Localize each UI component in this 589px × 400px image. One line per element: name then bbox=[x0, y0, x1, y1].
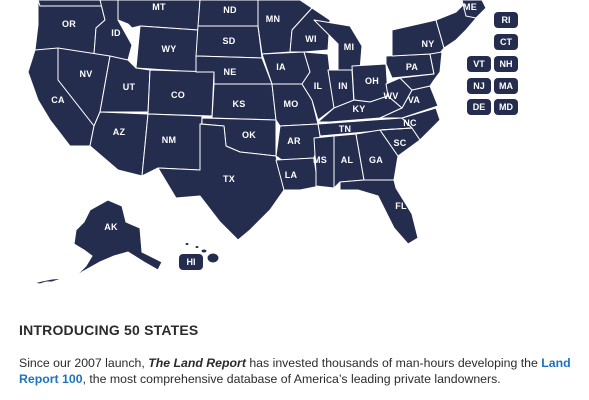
state-shape-wv[interactable] bbox=[385, 77, 413, 109]
state-shape-fl[interactable] bbox=[339, 179, 419, 245]
state-shape-ak[interactable] bbox=[73, 199, 163, 279]
state-shape-me[interactable] bbox=[461, 0, 487, 19]
state-label-nd[interactable]: ND bbox=[223, 5, 237, 15]
state-label-ar[interactable]: AR bbox=[287, 136, 301, 146]
state-label-sd[interactable]: SD bbox=[222, 36, 236, 46]
state-label-ms[interactable]: MS bbox=[313, 155, 327, 165]
state-label-ga[interactable]: GA bbox=[369, 155, 383, 165]
state-label-tx[interactable]: TX bbox=[223, 174, 235, 184]
state-label-ok[interactable]: OK bbox=[242, 130, 256, 140]
hawaii-island bbox=[200, 248, 208, 254]
state-label-or[interactable]: OR bbox=[62, 19, 76, 29]
state-label-wy[interactable]: WY bbox=[161, 44, 177, 54]
badge-hi[interactable]: HI bbox=[179, 254, 203, 270]
state-label-ny[interactable]: NY bbox=[421, 39, 435, 49]
state-label-pa[interactable]: PA bbox=[405, 62, 419, 72]
badge-ri[interactable]: RI bbox=[494, 12, 518, 28]
hawaii-island bbox=[184, 242, 190, 246]
badge-vt[interactable]: VT bbox=[467, 56, 491, 72]
state-label-nc[interactable]: NC bbox=[403, 118, 417, 128]
state-labels: ME MT ND OR MN ID WI WY SD MI NY NV NE I… bbox=[51, 2, 518, 270]
state-shape-ca[interactable] bbox=[27, 47, 95, 147]
state-label-fl[interactable]: FL bbox=[395, 201, 407, 211]
state-label-nm[interactable]: NM bbox=[161, 135, 177, 145]
state-shape-tx[interactable] bbox=[157, 123, 285, 241]
badge-ma[interactable]: MA bbox=[494, 78, 518, 94]
state-label-id[interactable]: ID bbox=[111, 28, 121, 38]
badge-ct[interactable]: CT bbox=[494, 34, 518, 50]
state-label-mn[interactable]: MN bbox=[265, 14, 281, 24]
publication-name: The Land Report bbox=[148, 356, 246, 370]
state-label-me[interactable]: ME bbox=[463, 2, 477, 12]
state-label-mo[interactable]: MO bbox=[283, 99, 299, 109]
state-shape-wi[interactable] bbox=[289, 7, 331, 53]
state-shape-mid-atlantic[interactable] bbox=[399, 51, 443, 91]
badge-de[interactable]: DE bbox=[467, 99, 491, 115]
state-label-ak[interactable]: AK bbox=[104, 222, 118, 232]
us-states-map: ME MT ND OR MN ID WI WY SD MI NY NV NE I… bbox=[27, 0, 518, 285]
state-label-tn[interactable]: TN bbox=[338, 124, 352, 134]
hawaii-island bbox=[206, 252, 220, 264]
state-label-sc[interactable]: SC bbox=[393, 138, 407, 148]
state-label-ut[interactable]: UT bbox=[122, 82, 136, 92]
badge-md[interactable]: MD bbox=[494, 99, 518, 115]
badge-nj[interactable]: NJ bbox=[467, 78, 491, 94]
alaska-islands bbox=[33, 277, 65, 285]
state-label-va[interactable]: VA bbox=[407, 95, 421, 105]
badge-nh[interactable]: NH bbox=[494, 56, 518, 72]
state-shape-nc[interactable] bbox=[379, 107, 441, 141]
state-label-ia[interactable]: IA bbox=[276, 62, 286, 72]
state-label-oh[interactable]: OH bbox=[365, 76, 379, 86]
state-label-ne[interactable]: NE bbox=[223, 67, 237, 77]
state-label-mt[interactable]: MT bbox=[152, 2, 166, 12]
state-label-in[interactable]: IN bbox=[338, 81, 348, 91]
intro-text-before: Since our 2007 launch, bbox=[19, 356, 149, 370]
state-shape-ga[interactable] bbox=[355, 129, 399, 181]
state-label-az[interactable]: AZ bbox=[112, 127, 126, 137]
us-map-graphic bbox=[27, 0, 487, 285]
state-label-ks[interactable]: KS bbox=[232, 99, 246, 109]
state-label-wv[interactable]: WV bbox=[383, 91, 399, 101]
state-label-il[interactable]: IL bbox=[313, 81, 323, 91]
state-shape-ms[interactable] bbox=[313, 135, 335, 189]
intro-text-middle: has invested thousands of man-hours deve… bbox=[245, 356, 542, 370]
section-title: INTRODUCING 50 STATES bbox=[19, 322, 199, 338]
intro-paragraph: Since our 2007 launch, The Land Report h… bbox=[19, 355, 579, 387]
state-shape-il[interactable] bbox=[301, 51, 335, 121]
land-report-100-link[interactable]: Land Report 100 bbox=[19, 356, 571, 386]
state-label-la[interactable]: LA bbox=[284, 170, 298, 180]
state-label-ky[interactable]: KY bbox=[352, 104, 366, 114]
state-label-co[interactable]: CO bbox=[171, 90, 185, 100]
state-label-nv[interactable]: NV bbox=[79, 69, 93, 79]
state-label-wi[interactable]: WI bbox=[305, 34, 317, 44]
hawaii-island bbox=[194, 245, 200, 249]
state-label-ca[interactable]: CA bbox=[51, 95, 65, 105]
intro-text-after: , the most comprehensive database of Ame… bbox=[82, 372, 501, 386]
state-label-al[interactable]: AL bbox=[340, 155, 354, 165]
state-label-mi[interactable]: MI bbox=[343, 42, 355, 52]
